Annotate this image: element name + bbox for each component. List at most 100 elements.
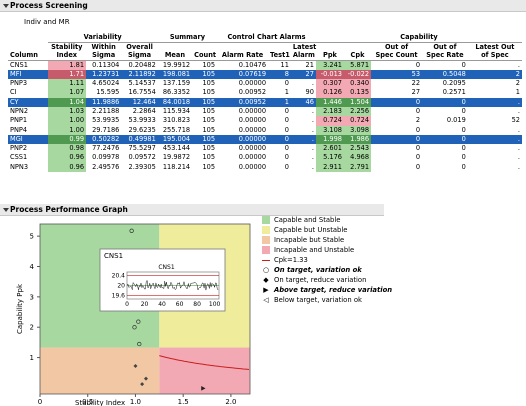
table-row[interactable]: NPN2 1.03 2.21188 2.2864 115.934 105 0.00000 0.… [8, 106, 522, 117]
hdr-oos-rate-2[interactable]: Spec Rate [422, 51, 468, 61]
legend-label: Below target, variation ok [274, 296, 362, 304]
cell-test1: 8 [268, 69, 291, 80]
data-point[interactable] [201, 386, 206, 391]
legend-item: ▶ Above target, reduce variation [262, 285, 392, 295]
cell-col: MFI [8, 69, 48, 80]
hdr-oos-rate-1[interactable]: Out of [433, 42, 457, 51]
data-point[interactable] [136, 319, 141, 324]
table-row[interactable]: CY 1.04 11.9886 12.464 84.0018 105 0.00952 1 46 1… [8, 97, 522, 107]
cell-latest: . [311, 162, 314, 171]
cell-col: CI [10, 88, 17, 97]
cell-oos-count: 0 [415, 153, 421, 162]
cell-within: 11.9886 [86, 97, 122, 107]
cell-col: MGI [8, 134, 48, 145]
legend-swatch [262, 236, 270, 244]
table-row[interactable]: CI 1.07 15.595 16.7554 86.3352 105 0.00952 1 90 0… [8, 88, 522, 98]
disclosure-triangle-icon[interactable] [0, 0, 10, 12]
hdr-mean[interactable]: Mean [157, 51, 193, 61]
cell-ppk: 5.176 [315, 153, 344, 163]
cell-latest-oos: 1 [515, 88, 520, 97]
table-row[interactable]: PNP4 1.00 29.7186 29.6235 255.718 105 0.00000 0… [8, 125, 522, 135]
y-tick-label: 4 [30, 263, 35, 271]
cell-cpk: -0.022 [344, 69, 372, 80]
cell-test1: 0 [284, 144, 289, 153]
cell-cpk: 0.135 [344, 88, 372, 98]
hdr-stability-1[interactable]: Stability [51, 42, 83, 51]
data-point[interactable] [137, 341, 142, 347]
hdr-column[interactable]: Column [8, 51, 48, 61]
cell-ppk: 0.307 [315, 79, 344, 89]
data-point[interactable] [129, 228, 134, 233]
hdr-ppk[interactable]: Ppk [315, 51, 344, 61]
hdr-oos-count-1[interactable]: Out of [384, 42, 409, 51]
table-row[interactable]: MGI 0.99 0.50282 0.49981 195.004 105 0.00000 0.… [8, 134, 522, 145]
cell-mean: 310.823 [162, 116, 191, 125]
legend-item: Incapable and Unstable [262, 245, 392, 255]
cell-latest-oos: 2 [515, 79, 520, 88]
hdr-overall-2[interactable]: Sigma [121, 51, 158, 61]
cell-latest: 90 [305, 88, 314, 97]
data-point[interactable] [140, 382, 145, 387]
cell-cpk: 2.256 [344, 106, 372, 117]
cell-latest-oos: . [467, 97, 522, 107]
cell-test1: 0 [284, 153, 289, 162]
hdr-oos-count-2[interactable]: Spec Count [371, 51, 423, 61]
x-tick-label: 0 [38, 398, 42, 406]
process-screening-header[interactable]: Process Screening [0, 0, 526, 12]
table-row[interactable]: PNP1 1.00 53.9935 53.9933 310.823 105 0.00000 0… [8, 116, 522, 126]
disclosure-triangle-icon[interactable] [0, 204, 10, 216]
hdr-within-1[interactable]: Within [91, 42, 116, 51]
inset-y-tick-label: 20 [117, 283, 125, 290]
table-row[interactable]: CSS1 0.96 0.09978 0.09572 19.9872 105 0.00000 0… [8, 153, 522, 163]
hdr-within-2[interactable]: Sigma [86, 51, 122, 61]
hdr-overall-1[interactable]: Overall [126, 42, 153, 51]
inset-x-tick-label: 0 [125, 301, 129, 308]
hdr-stability-2[interactable]: Index [47, 51, 87, 61]
legend-swatch [262, 246, 270, 254]
screening-table: Variability Summary Control Chart Alarms… [8, 33, 522, 173]
table-row[interactable]: CNS1 1.81 0.11304 0.20482 19.9912 105 0.10476 1… [8, 60, 522, 70]
group-summary: Summary [157, 33, 218, 43]
cell-stab: 1.00 [47, 116, 87, 126]
legend-label: Incapable but Stable [274, 236, 345, 244]
cell-cpk: 2.791 [344, 162, 372, 173]
cell-count: 105 [202, 144, 216, 153]
inset-y-tick-label: 20.4 [112, 273, 126, 280]
legend-item: Incapable but Stable [262, 235, 392, 245]
cell-oos-rate: 0 [461, 153, 466, 162]
hdr-latest-2[interactable]: Alarm [290, 51, 316, 61]
hdr-latest-oos-1[interactable]: Latest Out [475, 42, 515, 51]
cell-oos-rate: 0 [461, 162, 466, 171]
x-tick-label: 0.5 [82, 398, 93, 406]
table-row[interactable]: PNP2 0.98 77.2476 75.5297 453.144 105 0.00000 0… [8, 144, 522, 154]
data-point[interactable] [132, 325, 137, 330]
table-row[interactable]: NPN3 0.96 2.49576 2.39305 118.214 105 0.00000 0… [8, 162, 522, 173]
region-incapable-stable [40, 347, 160, 394]
cell-within: 0.50282 [86, 134, 122, 145]
cell-col: CY [8, 97, 48, 107]
table-row[interactable]: MFI 1.71 1.23731 2.11892 198.081 105 0.07619 8 2… [8, 69, 522, 80]
legend-label: Capable and Stable [274, 216, 341, 224]
hdr-cpk[interactable]: Cpk [344, 51, 372, 61]
cell-oos-rate: 0.019 [446, 116, 466, 125]
cell-oos-rate: 0 [461, 106, 466, 115]
data-point[interactable] [143, 376, 148, 381]
y-tick-label: 1 [30, 354, 34, 362]
process-performance-graph-header[interactable]: Process Performance Graph [0, 204, 384, 216]
hdr-latest-1[interactable]: Latest [292, 42, 317, 51]
hdr-count[interactable]: Count [192, 51, 218, 61]
cell-latest: . [311, 106, 314, 115]
cell-oos-count: 0 [415, 106, 421, 115]
cell-oos-rate: 0 [461, 60, 466, 69]
cell-latest-oos: . [517, 162, 520, 171]
hdr-test1[interactable]: Test1 [268, 51, 291, 61]
cell-col: CSS1 [10, 153, 28, 162]
hdr-latest-oos-2[interactable]: of Spec [467, 51, 522, 61]
process-performance-plot[interactable]: 0 0.5 1.0 1.5 2.0 1 2 3 4 5 Stability Index Capabil… [0, 216, 262, 406]
table-row[interactable]: PNP3 1.11 4.65024 5.14537 137.159 105 0.00000 0… [8, 79, 522, 89]
hdr-alarm-rate[interactable]: Alarm Rate [217, 51, 269, 61]
data-point[interactable] [133, 363, 138, 368]
cell-oos-count: 0 [371, 97, 423, 107]
cell-stab: 1.81 [47, 60, 87, 70]
plot-frame [39, 223, 251, 395]
